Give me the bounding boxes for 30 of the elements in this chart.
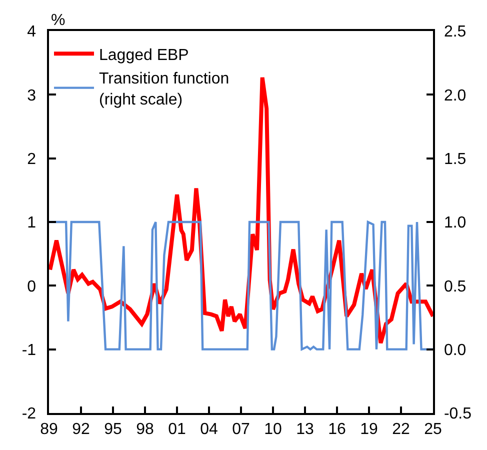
x-tick-label: 04	[200, 420, 218, 438]
x-tick-label: 10	[264, 420, 282, 438]
y2-tick-label: -0.5	[444, 406, 472, 423]
y2-tick-label: 1.0	[444, 214, 466, 232]
x-tick-label: 19	[360, 420, 378, 438]
x-tick-label: 98	[136, 420, 154, 438]
y2-tick-label: 0.5	[444, 278, 466, 296]
x-tick-label: 07	[232, 420, 250, 438]
y2-tick-label: 1.5	[444, 150, 466, 168]
y2-tick-label: 2.5	[444, 24, 466, 41]
y-tick-label: 4	[27, 24, 36, 41]
x-tick-label: 92	[72, 420, 90, 438]
x-tick-label: 01	[168, 420, 186, 438]
legend-label: Transition function (right scale)	[99, 70, 230, 108]
x-tick-label: 89	[40, 420, 58, 438]
y-tick-label: -2	[22, 406, 36, 423]
x-tick-label: 22	[392, 420, 410, 438]
x-tick-label: 16	[328, 420, 346, 438]
y-tick-label: 3	[27, 87, 36, 104]
y2-tick-label: 0.0	[444, 342, 466, 359]
y2-tick-label: 2.0	[444, 87, 466, 104]
x-tick-label: 25	[424, 420, 442, 438]
x-tick-label: 13	[296, 420, 314, 438]
y-tick-label: 0	[27, 278, 36, 296]
x-tick-label: 95	[104, 420, 122, 438]
y-tick-label: 1	[27, 214, 36, 232]
y-tick-label: -1	[22, 342, 36, 359]
y-axis-title: %	[51, 12, 66, 29]
y-tick-label: 2	[27, 150, 36, 168]
legend-label: Lagged EBP	[99, 46, 189, 64]
